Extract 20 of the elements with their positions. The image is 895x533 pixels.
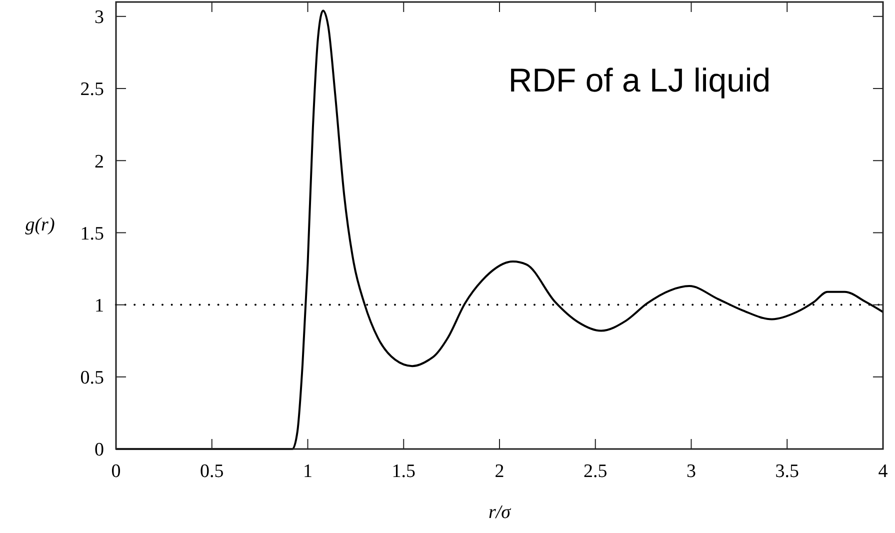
x-tick-label: 0.5 bbox=[200, 461, 224, 482]
y-tick-label: 2 bbox=[94, 151, 104, 172]
x-tick-label: 3.5 bbox=[775, 461, 799, 482]
y-tick-label: 0.5 bbox=[80, 368, 104, 389]
x-axis-title: r/σ bbox=[488, 502, 512, 523]
y-tick-label: 1 bbox=[94, 295, 104, 316]
x-tick-label: 1 bbox=[303, 461, 312, 482]
y-tick-label: 3 bbox=[94, 7, 104, 28]
y-tick-label: 0 bbox=[94, 440, 104, 461]
y-axis-title: g(r) bbox=[25, 214, 55, 236]
line-series bbox=[115, 10, 884, 450]
text: RDF of a LJ liquid bbox=[508, 61, 771, 98]
x-tick-label: 0 bbox=[111, 461, 121, 482]
x-tick-label: 1.5 bbox=[392, 461, 416, 482]
x-tick-label: 3 bbox=[686, 461, 696, 482]
y-tick-label: 2.5 bbox=[80, 79, 104, 100]
x-tick-label: 2.5 bbox=[584, 461, 608, 482]
y-tick-label: 1.5 bbox=[80, 223, 104, 244]
x-tick-label: 2 bbox=[494, 461, 504, 482]
x-tick-label: 4 bbox=[878, 461, 888, 482]
